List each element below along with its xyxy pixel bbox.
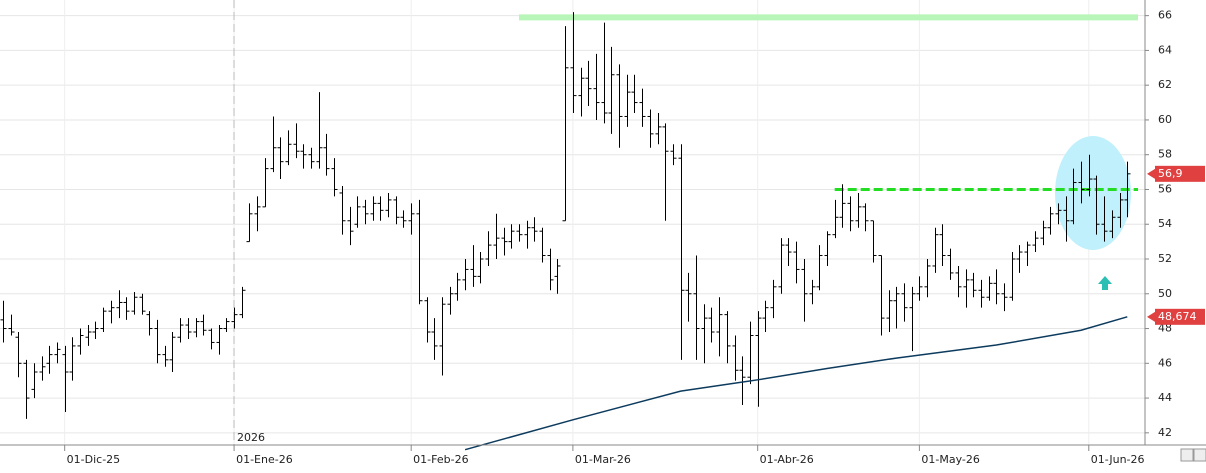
y-tick-label: 58 [1158,148,1172,161]
x-tick-label: 01-May-26 [921,453,979,466]
x-tick-label: 01-Mar-26 [575,453,631,466]
price-tag-label: 48,674 [1158,310,1197,323]
y-tick-label: 64 [1158,43,1172,56]
scroll-button[interactable] [1180,448,1194,462]
y-tick-label: 60 [1158,113,1172,126]
y-tick-label: 52 [1158,252,1172,265]
scroll-button[interactable] [1193,448,1206,462]
marks [0,12,1138,451]
price-tag [1155,165,1205,182]
x-tick-label: 01-Ene-26 [236,453,293,466]
x-tick-label: 01-Jun-26 [1091,453,1145,466]
y-tick-label: 54 [1158,217,1172,230]
y-tick-label: 44 [1158,391,1172,404]
price-tag-pointer [1147,168,1155,179]
year-label: 2026 [237,431,265,444]
y-tick-label: 50 [1158,287,1172,300]
price-tag-label: 56,9 [1158,167,1183,180]
y-tick-label: 56 [1158,182,1172,195]
x-tick-label: 01-Feb-26 [413,453,468,466]
y-tick-label: 62 [1158,78,1172,91]
price-tag-pointer [1147,311,1155,322]
up-arrow [1098,276,1112,290]
y-tick-label: 66 [1158,9,1172,22]
price-tag [1155,308,1205,325]
x-tick-label: 01-Abr-26 [760,453,814,466]
x-tick-label: 01-Dic-25 [67,453,121,466]
y-tick-label: 46 [1158,356,1172,369]
y-tick-label: 42 [1158,426,1172,439]
moving-average [464,316,1128,451]
